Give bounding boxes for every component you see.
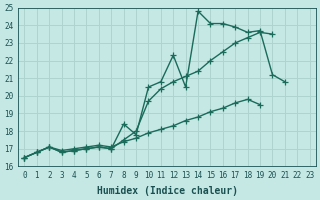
X-axis label: Humidex (Indice chaleur): Humidex (Indice chaleur): [97, 186, 237, 196]
